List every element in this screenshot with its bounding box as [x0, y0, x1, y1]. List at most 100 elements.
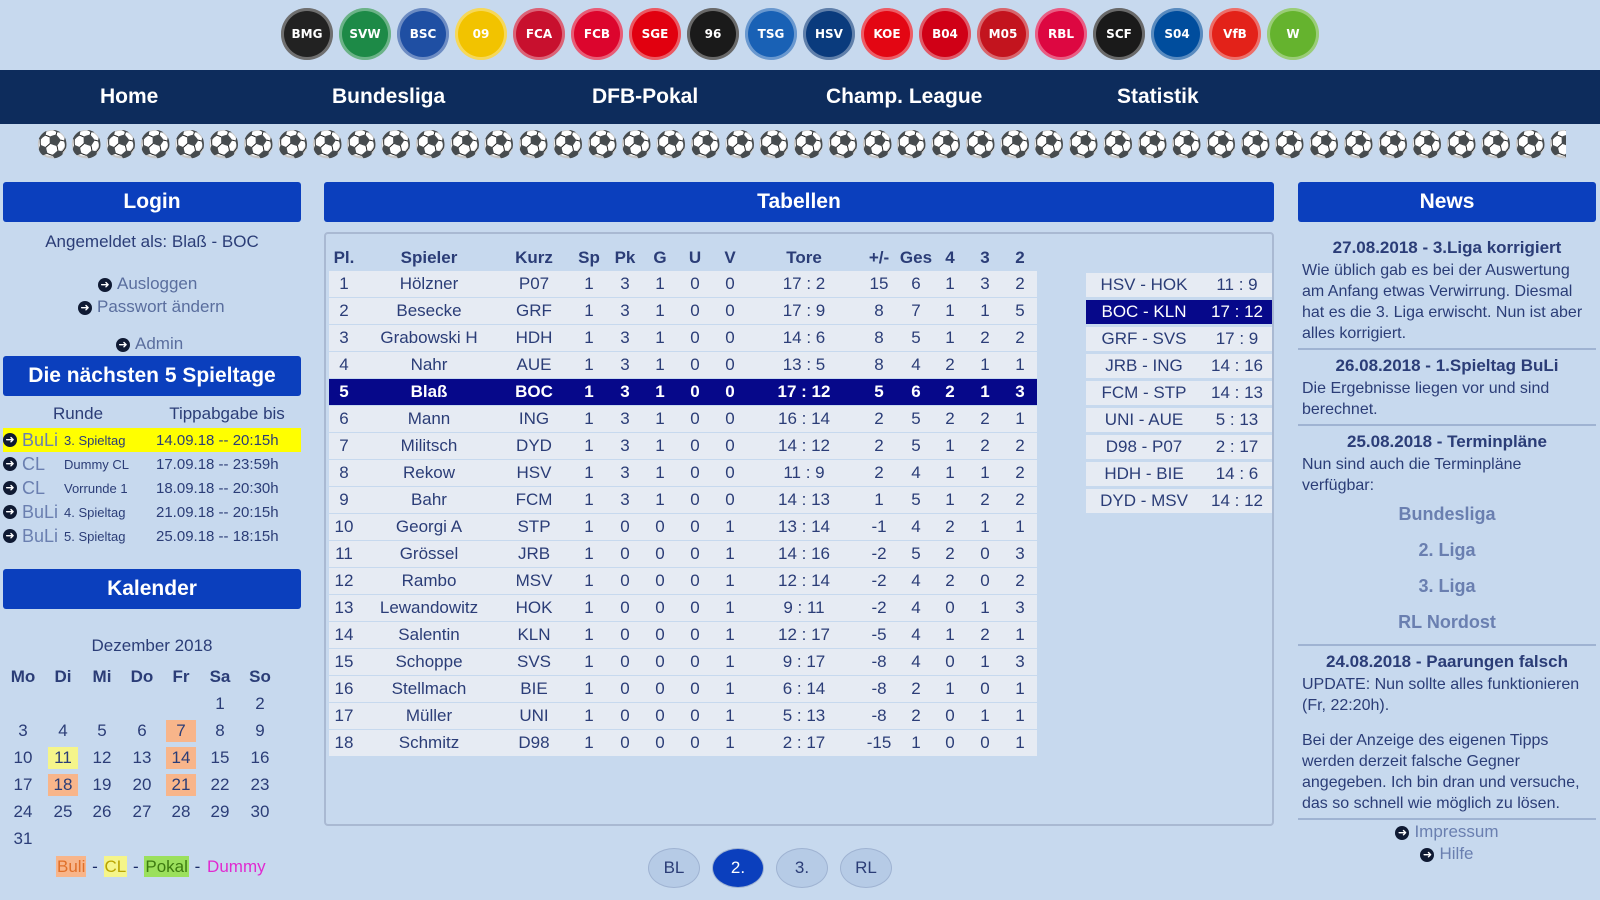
schedule-link[interactable]: Bundesliga [1398, 504, 1496, 524]
table-header-cell[interactable]: Tore [786, 248, 822, 267]
calendar-day[interactable]: 19 [92, 775, 112, 794]
calendar-day[interactable]: 31 [13, 829, 33, 848]
matchday-row[interactable]: ➜ BuLi 3. Spieltag 14.09.18 -- 20:15h [3, 428, 301, 452]
match-row[interactable]: D98 - P07 2 : 17 [1086, 435, 1272, 459]
mainz-logo-icon[interactable]: M05 [977, 8, 1029, 60]
calendar-day[interactable]: 15 [210, 748, 230, 767]
calendar-day[interactable]: 5 [97, 721, 107, 740]
calendar-day[interactable]: 10 [13, 748, 33, 767]
nav-dfb-pokal[interactable]: DFB-Pokal [592, 85, 699, 108]
calendar-day[interactable]: 26 [92, 802, 112, 821]
matchday-row[interactable]: ➜ BuLi 5. Spieltag 25.09.18 -- 18:15h [3, 524, 301, 548]
calendar-day[interactable]: 24 [13, 802, 33, 821]
calendar-day[interactable]: 7 [166, 720, 196, 742]
table-header-cell[interactable]: Pk [614, 248, 636, 267]
table-header-cell[interactable]: +/- [868, 248, 890, 267]
schedule-link[interactable]: 3. Liga [1418, 576, 1476, 596]
hsv-logo-icon[interactable]: HSV [803, 8, 855, 60]
table-row[interactable]: 18 Schmitz D98 1 0 0 0 1 2 : 17 -15 1 0 0 1 [329, 729, 1037, 757]
table-row[interactable]: 9 Bahr FCM 1 3 1 0 0 14 : 13 1 5 1 2 2 [329, 486, 1037, 514]
table-row[interactable]: 1 Hölzner P07 1 3 1 0 0 17 : 2 15 6 1 3 2 [329, 271, 1037, 298]
match-row[interactable]: DYD - MSV 14 : 12 [1086, 489, 1272, 513]
hoffenheim-logo-icon[interactable]: TSG [745, 8, 797, 60]
gladbach-logo-icon[interactable]: BMG [281, 8, 333, 60]
calendar-day[interactable]: 22 [210, 775, 230, 794]
matchday-row[interactable]: ➜ CL Dummy CL 17.09.18 -- 23:59h [3, 452, 301, 476]
table-row[interactable]: 15 Schoppe SVS 1 0 0 0 1 9 : 17 -8 4 0 1 3 [329, 648, 1037, 676]
match-row[interactable]: HSV - HOK 11 : 9 [1086, 273, 1272, 297]
match-row[interactable]: FCM - STP 14 : 13 [1086, 381, 1272, 405]
league-tab[interactable]: 3. [776, 848, 828, 888]
match-row[interactable]: JRB - ING 14 : 16 [1086, 354, 1272, 378]
table-row[interactable]: 5 Blaß BOC 1 3 1 0 0 17 : 12 5 6 2 1 3 [329, 378, 1037, 406]
calendar-day[interactable]: 9 [255, 721, 265, 740]
calendar-day[interactable]: 16 [250, 748, 270, 767]
admin-link[interactable]: ➜ Admin [116, 334, 183, 354]
match-row[interactable]: UNI - AUE 5 : 13 [1086, 408, 1272, 432]
table-row[interactable]: 11 Grössel JRB 1 0 0 0 1 14 : 16 -2 5 2 0 3 [329, 540, 1037, 568]
calendar-day[interactable]: 27 [132, 802, 152, 821]
augsburg-logo-icon[interactable]: FCA [513, 8, 565, 60]
table-header-cell[interactable]: Kurz [515, 248, 553, 267]
table-row[interactable]: 10 Georgi A STP 1 0 0 0 1 13 : 14 -1 4 2 1 1 [329, 513, 1037, 541]
calendar-day[interactable]: 13 [132, 748, 152, 767]
schedule-link[interactable]: 2. Liga [1418, 540, 1476, 560]
calendar-day[interactable]: 23 [250, 775, 270, 794]
league-tab[interactable]: BL [648, 848, 700, 888]
calendar-day[interactable]: 18 [48, 774, 78, 796]
nav-champ-league[interactable]: Champ. League [826, 85, 983, 108]
table-header-cell[interactable]: Ges [899, 248, 933, 267]
table-row[interactable]: 13 Lewandowitz HOK 1 0 0 0 1 9 : 11 -2 4 0 1 3 [329, 594, 1037, 622]
matchday-row[interactable]: ➜ BuLi 4. Spieltag 21.09.18 -- 20:15h [3, 500, 301, 524]
calendar-day[interactable]: 1 [215, 694, 225, 713]
table-header-cell[interactable]: 4 [945, 248, 955, 267]
footer-link[interactable]: ➜ Hilfe [1298, 844, 1596, 864]
bayern-logo-icon[interactable]: FCB [571, 8, 623, 60]
change-password-link[interactable]: ➜ Passwort ändern [78, 297, 225, 317]
table-header-cell[interactable]: Pl. [333, 248, 355, 267]
table-header-cell[interactable]: 2 [1015, 248, 1025, 267]
league-tab[interactable]: RL [840, 848, 892, 888]
werder-logo-icon[interactable]: SVW [339, 8, 391, 60]
match-row[interactable]: HDH - BIE 14 : 6 [1086, 462, 1272, 486]
leipzig-logo-icon[interactable]: RBL [1035, 8, 1087, 60]
freiburg-logo-icon[interactable]: SCF [1093, 8, 1145, 60]
calendar-day[interactable]: 8 [215, 721, 225, 740]
table-header-cell[interactable]: Sp [578, 248, 600, 267]
league-tab[interactable]: 2. [712, 848, 764, 888]
schalke-logo-icon[interactable]: S04 [1151, 8, 1203, 60]
table-row[interactable]: 6 Mann ING 1 3 1 0 0 16 : 14 2 5 2 2 1 [329, 405, 1037, 433]
match-row[interactable]: GRF - SVS 17 : 9 [1086, 327, 1272, 351]
wolfsburg-logo-icon[interactable]: W [1267, 8, 1319, 60]
calendar-day[interactable]: 20 [132, 775, 152, 794]
hannover-logo-icon[interactable]: 96 [687, 8, 739, 60]
calendar-day[interactable]: 3 [18, 721, 28, 740]
table-header-cell[interactable]: U [688, 248, 702, 267]
calendar-day[interactable]: 25 [53, 802, 73, 821]
table-row[interactable]: 16 Stellmach BIE 1 0 0 0 1 6 : 14 -8 2 1 0 1 [329, 675, 1037, 703]
nav-bundesliga[interactable]: Bundesliga [332, 85, 446, 108]
calendar-day[interactable]: 2 [255, 694, 265, 713]
calendar-day[interactable]: 29 [210, 802, 230, 821]
koeln-logo-icon[interactable]: KOE [861, 8, 913, 60]
calendar-day[interactable]: 28 [171, 802, 191, 821]
match-row[interactable]: BOC - KLN 17 : 12 [1086, 300, 1272, 324]
calendar-day[interactable]: 21 [166, 774, 196, 796]
calendar-day[interactable]: 14 [166, 747, 196, 769]
calendar-day[interactable]: 6 [137, 721, 147, 740]
table-header-cell[interactable]: V [724, 248, 736, 267]
stuttgart-logo-icon[interactable]: VfB [1209, 8, 1261, 60]
table-row[interactable]: 12 Rambo MSV 1 0 0 0 1 12 : 14 -2 4 2 0 2 [329, 567, 1037, 595]
logout-link[interactable]: ➜ Ausloggen [98, 274, 197, 294]
matchday-row[interactable]: ➜ CL Vorrunde 1 18.09.18 -- 20:30h [3, 476, 301, 500]
table-row[interactable]: 17 Müller UNI 1 0 0 0 1 5 : 13 -8 2 0 1 1 [329, 702, 1037, 730]
leverkusen-logo-icon[interactable]: B04 [919, 8, 971, 60]
calendar-day[interactable]: 12 [92, 748, 112, 767]
table-row[interactable]: 14 Salentin KLN 1 0 0 0 1 12 : 17 -5 4 1 2 1 [329, 621, 1037, 649]
calendar-day[interactable]: 4 [58, 721, 68, 740]
schedule-link[interactable]: RL Nordost [1398, 612, 1496, 632]
